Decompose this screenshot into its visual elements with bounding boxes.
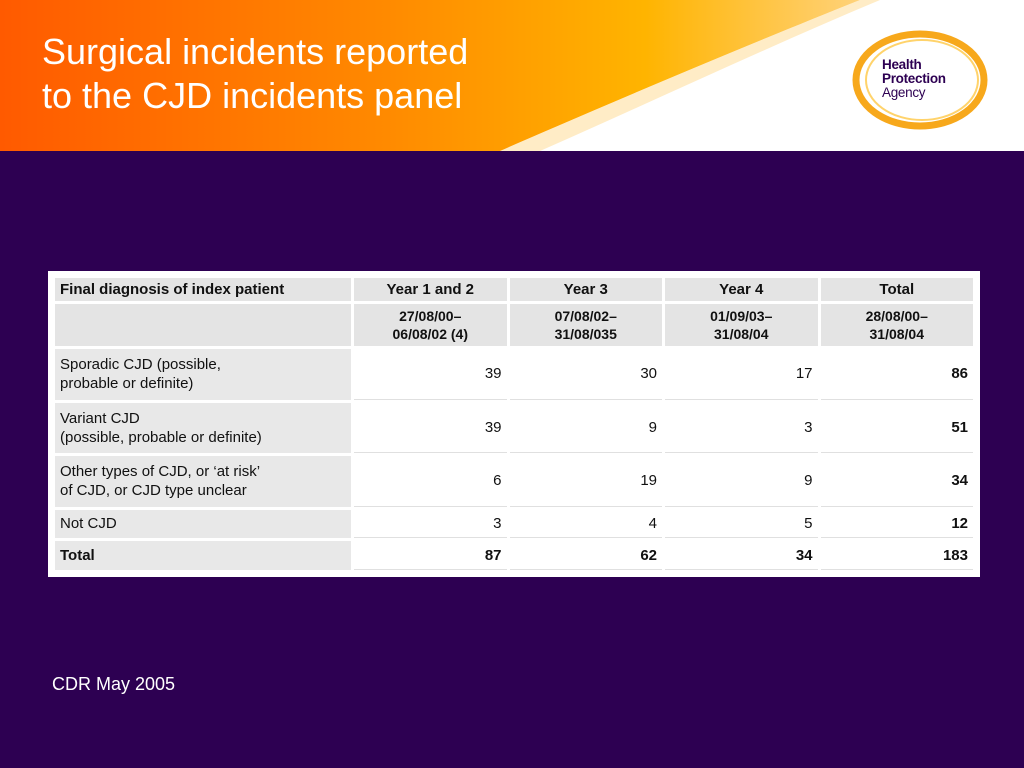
- cell-year-1-2: 3: [354, 509, 507, 539]
- column-header-year-4: Year 4: [665, 278, 818, 301]
- cell-year-4: 9: [665, 456, 818, 507]
- row-label-line: probable or definite): [60, 375, 194, 393]
- incidents-table: Final diagnosis of index patient Year 1 …: [52, 275, 976, 573]
- subheader-blank: [55, 304, 351, 346]
- health-protection-agency-logo: Health Protection Agency: [848, 24, 994, 134]
- row-label: Other types of CJD, or ‘at risk’ of CJD,…: [55, 456, 351, 507]
- subheader-date-end: 06/08/02 (4): [392, 326, 469, 342]
- row-label-line: Variant CJD: [60, 409, 140, 427]
- subheader-date-start: 27/08/00–: [399, 308, 462, 324]
- logo-line-health: Health: [882, 57, 922, 72]
- subheader-total: 28/08/00– 31/08/04: [820, 304, 973, 346]
- logo-line-agency: Agency: [882, 85, 926, 100]
- cell-year-4: 3: [665, 402, 818, 454]
- row-label-line: Other types of CJD, or ‘at risk’: [60, 463, 261, 481]
- column-header-year-1-2: Year 1 and 2: [354, 278, 507, 301]
- cell-total: 51: [820, 402, 973, 454]
- cell-total: 34: [820, 456, 973, 507]
- slide-title: Surgical incidents reported to the CJD i…: [42, 30, 468, 118]
- slide-header: Surgical incidents reported to the CJD i…: [0, 0, 1024, 151]
- slide-title-line-1: Surgical incidents reported: [42, 31, 469, 72]
- subheader-date-end: 31/08/04: [869, 326, 925, 342]
- column-header-year-3: Year 3: [509, 278, 662, 301]
- cell-year-1-2: 87: [354, 541, 507, 570]
- cell-year-4: 5: [665, 509, 818, 539]
- logo-ring-icon: [852, 30, 988, 130]
- cell-year-4: 34: [665, 541, 818, 570]
- source-footnote: CDR May 2005: [52, 674, 176, 694]
- slide-title-line-2: to the CJD incidents panel: [42, 75, 463, 116]
- table-subheader-row: 27/08/00– 06/08/02 (4) 07/08/02– 31/08/0…: [55, 304, 973, 346]
- cell-year-3: 62: [509, 541, 662, 570]
- subheader-year-1-2: 27/08/00– 06/08/02 (4): [354, 304, 507, 346]
- subheader-date-start: 01/09/03–: [710, 308, 773, 324]
- column-header-total: Total: [820, 278, 973, 301]
- subheader-date-end: 31/08/04: [714, 326, 769, 342]
- column-header-diagnosis: Final diagnosis of index patient: [55, 278, 351, 301]
- row-label-line: Sporadic CJD (possible,: [60, 356, 221, 374]
- row-label: Sporadic CJD (possible, probable or defi…: [55, 349, 351, 400]
- row-label: Variant CJD (possible, probable or defin…: [55, 402, 351, 454]
- subheader-year-3: 07/08/02– 31/08/035: [509, 304, 662, 346]
- cell-year-3: 30: [509, 349, 662, 400]
- table-row-sporadic-cjd: Sporadic CJD (possible, probable or defi…: [55, 349, 973, 400]
- incidents-table-panel: Final diagnosis of index patient Year 1 …: [48, 271, 980, 577]
- cell-year-3: 9: [509, 402, 662, 454]
- table-row-variant-cjd: Variant CJD (possible, probable or defin…: [55, 402, 973, 454]
- cell-total: 86: [820, 349, 973, 400]
- cell-total: 183: [820, 541, 973, 570]
- cell-year-1-2: 39: [354, 402, 507, 454]
- table-row-not-cjd: Not CJD 3 4 5 12: [55, 509, 973, 539]
- subheader-year-4: 01/09/03– 31/08/04: [665, 304, 818, 346]
- table-row-other-cjd: Other types of CJD, or ‘at risk’ of CJD,…: [55, 456, 973, 507]
- logo-text: Health Protection Agency: [882, 58, 946, 100]
- table-header-row: Final diagnosis of index patient Year 1 …: [55, 278, 973, 301]
- cell-total: 12: [820, 509, 973, 539]
- cell-year-3: 19: [509, 456, 662, 507]
- table-row-total: Total 87 62 34 183: [55, 541, 973, 570]
- cell-year-1-2: 39: [354, 349, 507, 400]
- cell-year-3: 4: [509, 509, 662, 539]
- row-label-line: (possible, probable or definite): [60, 428, 262, 446]
- row-label: Not CJD: [55, 509, 351, 539]
- logo-line-protection: Protection: [882, 71, 946, 86]
- subheader-date-end: 31/08/035: [554, 326, 617, 342]
- subheader-date-start: 28/08/00–: [865, 308, 928, 324]
- cell-year-1-2: 6: [354, 456, 507, 507]
- row-label: Total: [55, 541, 351, 570]
- row-label-line: of CJD, or CJD type unclear: [60, 482, 247, 500]
- subheader-date-start: 07/08/02–: [554, 308, 617, 324]
- cell-year-4: 17: [665, 349, 818, 400]
